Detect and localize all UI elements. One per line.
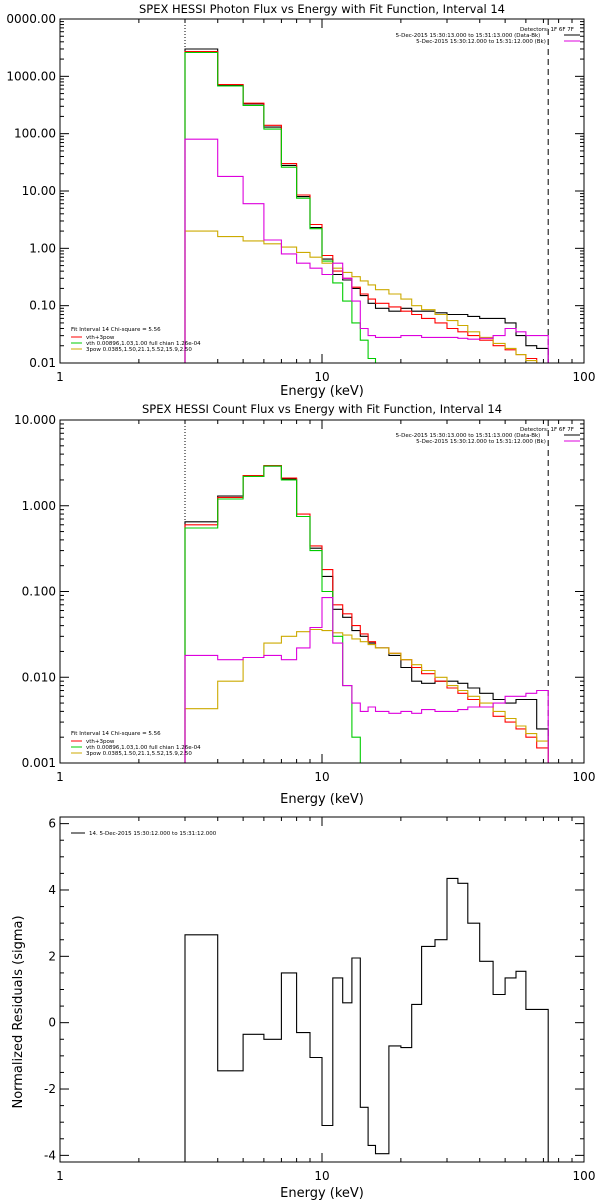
photon-flux-series-data bbox=[184, 48, 549, 363]
photon-flux-legend-bottom-3: 3pow 0.0385,1.50,21.1,5.52,15.9,2.50 bbox=[86, 347, 192, 353]
photon-flux-frame bbox=[59, 18, 585, 364]
photon-flux-xtick-label: 10 bbox=[314, 370, 329, 384]
residuals-panel: Energy (keV) Normalized Residuals (sigma… bbox=[11, 816, 595, 1200]
residuals-xtick-label: 10 bbox=[314, 1169, 329, 1183]
count-flux-legend-bottom: Fit Interval 14 Chi-square = 5.56 vth+3p… bbox=[71, 731, 201, 757]
residuals-frame bbox=[59, 816, 585, 1163]
residuals-legend-label: 14. 5-Dec-2015 15:30:12.000 to 15:31:12.… bbox=[89, 831, 217, 837]
photon-flux-ytick-label: 1.00 bbox=[29, 241, 56, 255]
residuals-ytick-label: 0 bbox=[48, 1016, 56, 1030]
count-flux-series-total bbox=[184, 464, 549, 763]
count-flux-legend-bottom-3: 3pow 0.0385,1.50,21.1,5.52,15.9,2.50 bbox=[86, 751, 192, 757]
photon-flux-series-3pow bbox=[184, 230, 549, 364]
residuals-xlabel: Energy (keV) bbox=[280, 1186, 364, 1200]
count-flux-xtick-label: 1 bbox=[56, 770, 64, 784]
photon-flux-xlabel: Energy (keV) bbox=[280, 384, 364, 399]
residuals-ytick-label: -2 bbox=[44, 1082, 56, 1096]
residuals-ytick-label: -4 bbox=[44, 1148, 56, 1162]
photon-flux-legend-bottom-0: Fit Interval 14 Chi-square = 5.56 bbox=[71, 327, 161, 333]
photon-flux-legend-bottom-1: vth+3pow bbox=[86, 335, 115, 341]
photon-flux-legend-top-0: Detectors: 1F 6F 7F bbox=[520, 27, 574, 33]
photon-flux-series-bk bbox=[184, 138, 549, 363]
photon-flux-xtick-label: 100 bbox=[573, 370, 596, 384]
count-flux-legend-bottom-0: Fit Interval 14 Chi-square = 5.56 bbox=[71, 731, 161, 737]
count-flux-xlabel: Energy (keV) bbox=[280, 792, 364, 807]
photon-flux-title: SPEX HESSI Photon Flux vs Energy with Fi… bbox=[139, 2, 505, 16]
count-flux-series-data bbox=[184, 465, 549, 763]
photon-flux-xtick-label: 1 bbox=[56, 370, 64, 384]
count-flux-panel: SPEX HESSI Count Flux vs Energy with Fit… bbox=[14, 402, 595, 807]
photon-flux-ytick-label: 0000.00 bbox=[6, 12, 56, 26]
count-flux-title: SPEX HESSI Count Flux vs Energy with Fit… bbox=[142, 402, 502, 416]
count-flux-series-3pow bbox=[184, 628, 549, 763]
photon-flux-panel: SPEX HESSI Photon Flux vs Energy with Fi… bbox=[6, 2, 595, 399]
photon-flux-series-vth bbox=[184, 51, 549, 364]
residuals-ticks: 1 10 100 6 4 2 0 -2 -4 bbox=[44, 817, 595, 1183]
count-flux-plot-area bbox=[184, 420, 549, 764]
photon-flux-ytick-label: 10.00 bbox=[22, 184, 56, 198]
photon-flux-legend-top: Detectors: 1F 6F 7F 5-Dec-2015 15:30:13.… bbox=[396, 27, 580, 45]
count-flux-legend-top-1: 5-Dec-2015 15:30:13.000 to 15:31:13.000 … bbox=[396, 433, 541, 439]
residuals-plot-area bbox=[184, 877, 549, 1162]
count-flux-ytick-label: 1.000 bbox=[22, 499, 56, 513]
count-flux-series-bk bbox=[184, 597, 549, 763]
residuals-xtick-label: 100 bbox=[573, 1169, 596, 1183]
count-flux-xtick-label: 10 bbox=[314, 770, 329, 784]
residuals-xtick-label: 1 bbox=[56, 1169, 64, 1183]
residuals-legend: 14. 5-Dec-2015 15:30:12.000 to 15:31:12.… bbox=[71, 831, 217, 837]
residuals-ylabel: Normalized Residuals (sigma) bbox=[11, 915, 26, 1108]
count-flux-series-vth bbox=[184, 465, 549, 764]
photon-flux-ytick-label: 1000.00 bbox=[6, 69, 56, 83]
photon-flux-ytick-label: 0.01 bbox=[29, 356, 56, 370]
count-flux-ytick-label: 0.010 bbox=[22, 670, 56, 684]
count-flux-legend-top-0: Detectors: 1F 6F 7F bbox=[520, 427, 574, 433]
residuals-ytick-label: 4 bbox=[48, 883, 56, 897]
count-flux-legend-top-2: 5-Dec-2015 15:30:12.000 to 15:31:12.000 … bbox=[416, 439, 546, 445]
photon-flux-ticks: 1 10 100 0000.00 1000.00 100.00 10.00 1.00 0.10 0… bbox=[6, 12, 595, 384]
count-flux-ytick-label: 0.001 bbox=[22, 756, 56, 770]
photon-flux-legend-bottom: Fit Interval 14 Chi-square = 5.56 vth+3p… bbox=[71, 327, 201, 353]
count-flux-xtick-label: 100 bbox=[573, 770, 596, 784]
photon-flux-legend-top-2: 5-Dec-2015 15:30:12.000 to 15:31:12.000 … bbox=[416, 39, 546, 45]
count-flux-legend-top: Detectors: 1F 6F 7F 5-Dec-2015 15:30:13.… bbox=[396, 427, 580, 445]
count-flux-ticks: 1 10 100 10.000 1.000 0.100 0.010 0.001 bbox=[14, 413, 595, 784]
count-flux-frame bbox=[59, 419, 585, 764]
residuals-ytick-label: 2 bbox=[48, 949, 56, 963]
count-flux-ytick-label: 0.100 bbox=[22, 585, 56, 599]
residuals-series-residuals bbox=[184, 877, 549, 1162]
photon-flux-ytick-label: 0.10 bbox=[29, 299, 56, 313]
count-flux-ytick-label: 10.000 bbox=[14, 413, 56, 427]
count-flux-legend-bottom-2: vth 0.00896,1.03,1.00 full chian 1.26e-0… bbox=[86, 745, 201, 751]
photon-flux-legend-top-1: 5-Dec-2015 15:30:13.000 to 15:31:13.000 … bbox=[396, 33, 541, 39]
photon-flux-series-total bbox=[184, 51, 549, 364]
residuals-ytick-label: 6 bbox=[48, 817, 56, 831]
photon-flux-ytick-label: 100.00 bbox=[14, 127, 56, 141]
photon-flux-plot-area bbox=[184, 19, 549, 364]
photon-flux-legend-bottom-2: vth 0.00896,1.03,1.00 full chian 1.26e-0… bbox=[86, 341, 201, 347]
count-flux-legend-bottom-1: vth+3pow bbox=[86, 739, 115, 745]
